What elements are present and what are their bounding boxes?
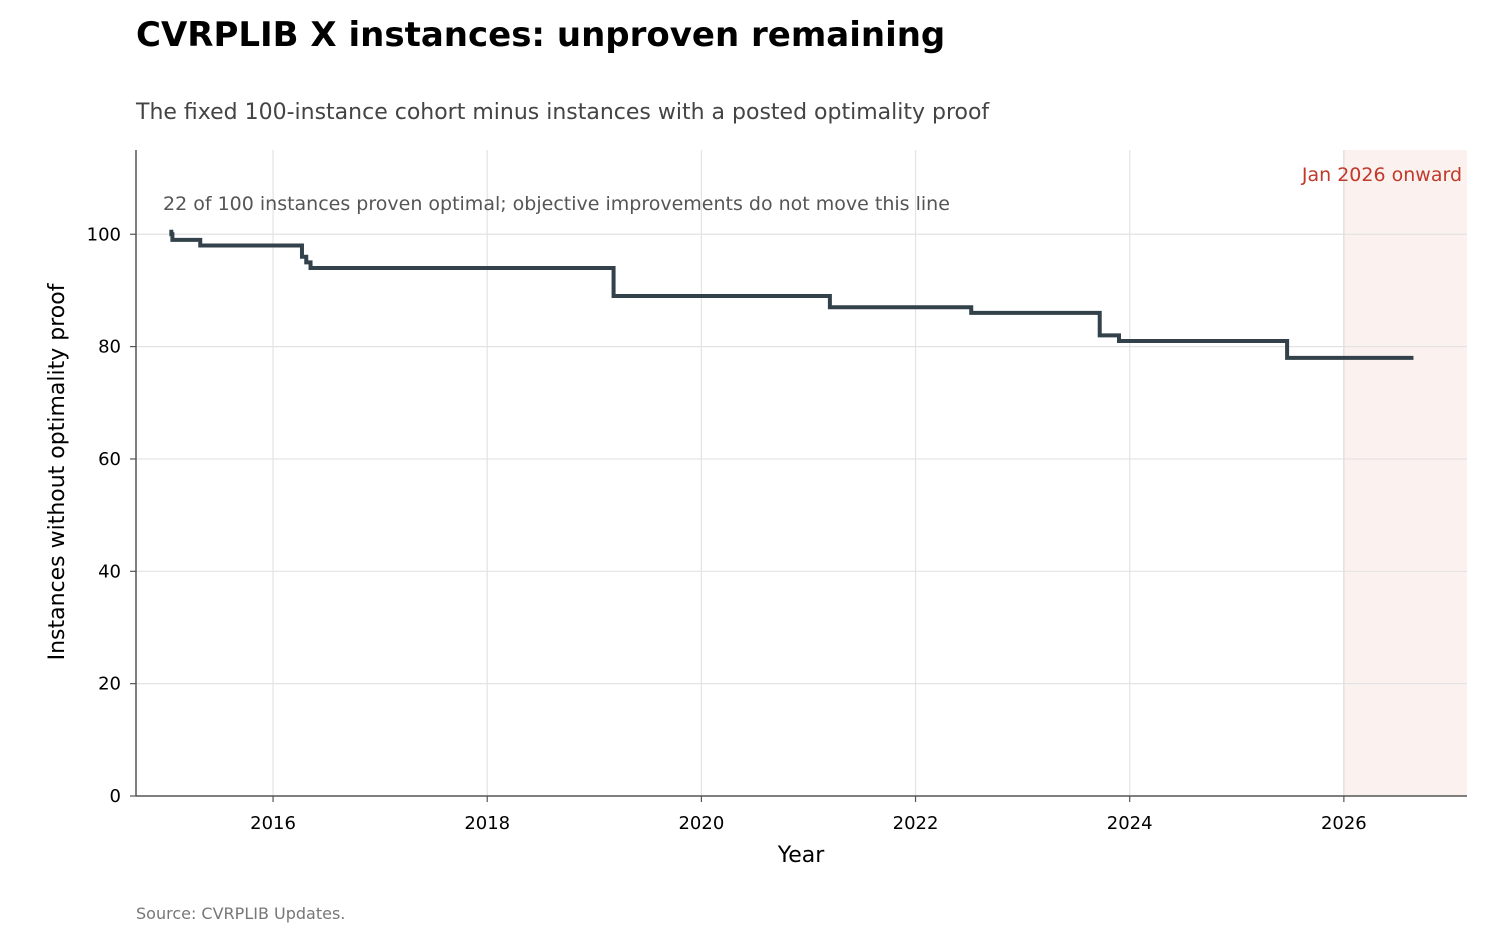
x-tick-label: 2016 [250, 813, 296, 834]
y-tick-label: 40 [98, 561, 121, 582]
x-axis-label: Year [777, 843, 826, 868]
tick-labels: 2016 2018 2020 2022 2024 2026 0 20 40 60 80 100 [87, 224, 1367, 834]
shaded-region [1343, 150, 1467, 796]
y-tick-label: 0 [110, 786, 121, 807]
y-tick-label: 60 [98, 449, 121, 470]
chart-annotation: 22 of 100 instances proven optimal; obje… [163, 193, 950, 215]
series-layer [169, 229, 1414, 360]
shaded-region-label: Jan 2026 onward [1301, 164, 1462, 186]
shaded-region-fill [1343, 150, 1467, 796]
y-tick-label: 20 [98, 674, 121, 695]
chart-source: Source: CVRPLIB Updates. [136, 904, 345, 923]
chart-title: CVRPLIB X instances: unproven remaining [136, 15, 945, 55]
x-tick-label: 2026 [1321, 813, 1367, 834]
x-tick-label: 2022 [893, 813, 939, 834]
axes [135, 150, 1467, 797]
series-line [169, 229, 1414, 360]
x-tick-label: 2024 [1107, 813, 1153, 834]
gridlines [136, 150, 1467, 796]
chart-subtitle: The fixed 100-instance cohort minus inst… [135, 100, 990, 125]
y-axis-label: Instances without optimality proof [45, 282, 70, 660]
x-tick-label: 2020 [678, 813, 724, 834]
y-tick-label: 100 [87, 224, 121, 245]
y-tick-label: 80 [98, 337, 121, 358]
x-tick-label: 2018 [464, 813, 510, 834]
